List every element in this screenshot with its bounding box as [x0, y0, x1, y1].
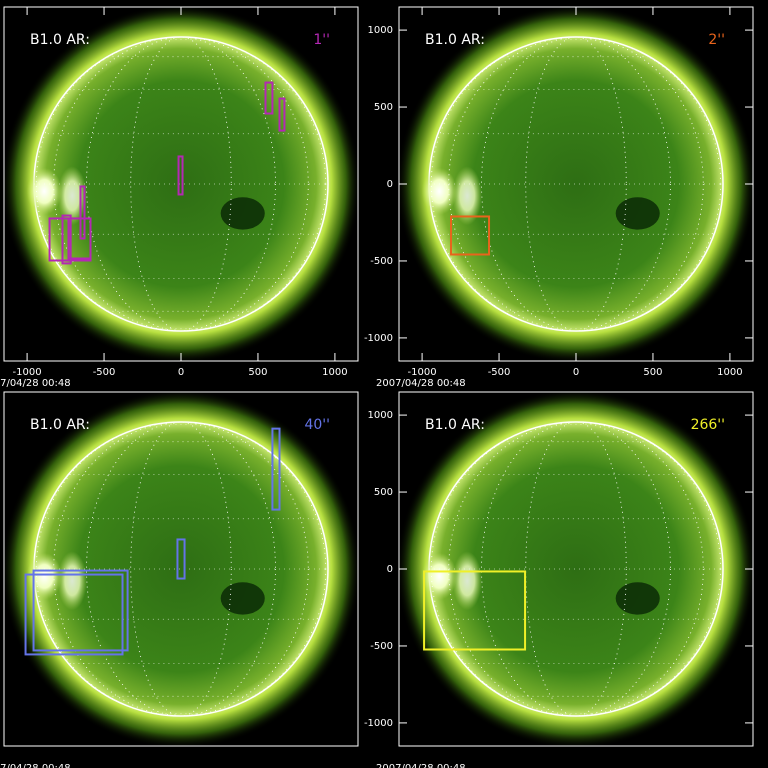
- y-tick-label: 500: [374, 487, 393, 498]
- region-box: [32, 569, 129, 652]
- timestamp: 2007/04/28 00:48: [0, 378, 71, 389]
- x-tick-label: 0: [573, 367, 579, 378]
- x-tick-label: 1000: [717, 367, 742, 378]
- panel-title: B1.0 AR:: [425, 32, 485, 48]
- meridian: [53, 421, 309, 717]
- region-box: [264, 81, 274, 115]
- x-tick-label: -1000: [13, 367, 42, 378]
- panel-label: 2'': [708, 32, 725, 48]
- meridian: [35, 36, 327, 332]
- timestamp: 2007/04/28 00:48: [376, 378, 466, 389]
- y-tick-label: 500: [374, 102, 393, 113]
- region-box: [423, 570, 527, 651]
- active-region: [452, 166, 482, 226]
- region-box: [61, 214, 72, 265]
- panel: [4, 392, 358, 746]
- x-tick-label: 500: [248, 367, 267, 378]
- region-box: [271, 427, 281, 511]
- region-box: [79, 185, 86, 240]
- coronal-hole: [220, 582, 265, 615]
- meridian: [525, 36, 627, 332]
- meridian: [430, 421, 722, 717]
- y-tick-label: 1000: [368, 25, 393, 36]
- meridian: [525, 421, 627, 717]
- region-box: [24, 573, 124, 656]
- x-tick-label: -500: [488, 367, 511, 378]
- meridian: [481, 421, 671, 717]
- active-region: [26, 167, 62, 215]
- region-box: [177, 155, 184, 196]
- x-tick-label: 0: [178, 367, 184, 378]
- y-tick-label: -500: [370, 641, 393, 652]
- coronal-hole: [220, 197, 265, 230]
- coronal-hole: [615, 197, 660, 230]
- y-tick-label: -1000: [364, 333, 393, 344]
- active-region: [452, 551, 482, 611]
- panel-label: 40'': [304, 417, 330, 433]
- active-region: [57, 551, 87, 611]
- panel: [4, 7, 358, 361]
- plot-frame: [3, 391, 359, 747]
- x-tick-label: -1000: [408, 367, 437, 378]
- meridian: [35, 421, 327, 717]
- timestamp: 2007/04/28 00:48: [0, 763, 71, 768]
- panel-title: B1.0 AR:: [30, 417, 90, 433]
- region-box: [450, 215, 491, 256]
- y-tick-label: 1000: [368, 410, 393, 421]
- y-tick-label: -1000: [364, 718, 393, 729]
- x-tick-label: 1000: [322, 367, 347, 378]
- meridian: [481, 36, 671, 332]
- timestamp: 2007/04/28 00:48: [376, 763, 466, 768]
- panel-title: B1.0 AR:: [30, 32, 90, 48]
- meridian: [86, 36, 276, 332]
- panel: [399, 392, 753, 746]
- meridian: [448, 36, 704, 332]
- region-box: [176, 538, 186, 580]
- meridian: [430, 36, 722, 332]
- active-region: [421, 167, 457, 215]
- y-tick-label: 0: [387, 564, 393, 575]
- panel: [399, 7, 753, 361]
- meridian: [86, 421, 276, 717]
- x-tick-label: 500: [643, 367, 662, 378]
- meridian: [53, 36, 309, 332]
- active-region: [26, 552, 62, 600]
- active-region: [421, 552, 457, 600]
- panel-label: 266'': [691, 417, 725, 433]
- region-box: [278, 97, 286, 132]
- panel-label: 1'': [313, 32, 330, 48]
- x-tick-label: -500: [93, 367, 116, 378]
- y-tick-label: -500: [370, 256, 393, 267]
- meridian: [448, 421, 704, 717]
- y-tick-label: 0: [387, 179, 393, 190]
- region-box: [67, 217, 92, 260]
- coronal-hole: [615, 582, 660, 615]
- panel-title: B1.0 AR:: [425, 417, 485, 433]
